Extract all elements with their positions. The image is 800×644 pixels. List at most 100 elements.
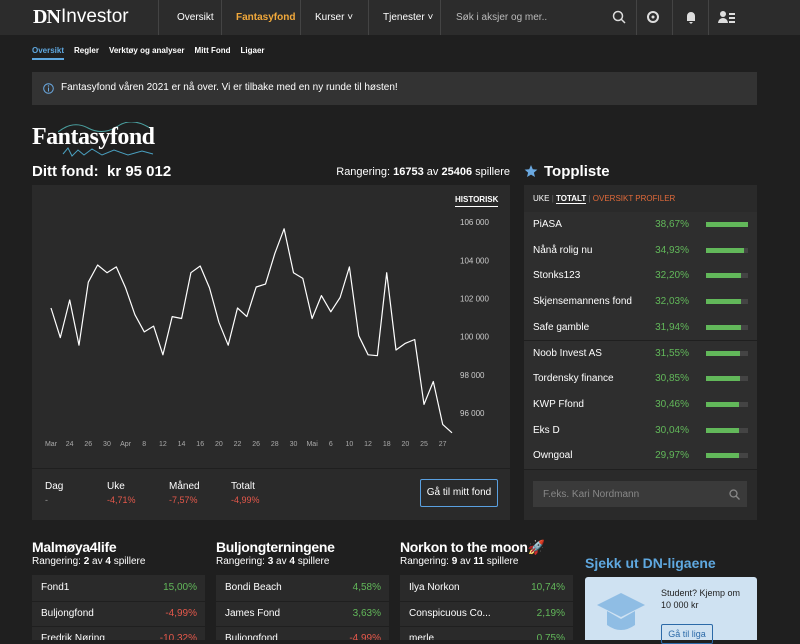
player-value: 30,85%	[655, 373, 689, 385]
player-value: 32,20%	[655, 270, 689, 282]
rank-label: Rangering:	[336, 166, 391, 178]
y-tick-label: 106 000	[460, 218, 489, 227]
league-row[interactable]: Buljongfond -4,99%	[216, 626, 389, 640]
sub-nav-item[interactable]: Mitt Fond	[194, 46, 231, 55]
rank-part: av	[460, 556, 471, 567]
league-ranking: Rangering: 3 av 4 spillere	[216, 556, 329, 567]
league-row[interactable]: Ilya Norkon 10,74%	[400, 575, 573, 602]
bar	[706, 350, 741, 356]
member-name: Bondi Beach	[225, 582, 282, 593]
promo-button[interactable]: Gå til liga	[661, 624, 713, 644]
toplist-row[interactable]: PiASA 38,67%	[524, 212, 757, 239]
sub-nav-item[interactable]: Regler	[74, 46, 99, 55]
x-tick-label: 30	[290, 441, 298, 448]
stat-label: Måned	[169, 481, 200, 492]
member-value: 4,58%	[352, 582, 381, 593]
toplist-row[interactable]: Owngoal 29,97%	[524, 443, 757, 470]
refresh-icon[interactable]	[646, 10, 660, 24]
player-search[interactable]: F.eks. Kari Nordmann	[533, 481, 747, 507]
brand-decoration	[58, 122, 154, 157]
profile-icon[interactable]	[718, 10, 736, 24]
toplist-row[interactable]: Safe gamble 31,94%	[524, 314, 757, 342]
notice-text: Fantasyfond våren 2021 er nå over. Vi er…	[61, 82, 398, 93]
fund-button[interactable]: Gå til mitt fond	[420, 479, 498, 507]
league-table: Bondi Beach 4,58% James Fond 3,63% Buljongfo…	[216, 575, 389, 640]
sub-nav-item[interactable]: Ligaer	[240, 46, 265, 55]
member-name: Buljongfond	[225, 633, 278, 640]
league-title: Buljongterningene	[216, 539, 335, 555]
search-input[interactable]: Søk i aksjer og mer..	[456, 12, 548, 23]
league-row[interactable]: Fredrik Nøring -10,32%	[32, 626, 205, 640]
league-ranking: Rangering: 2 av 4 spillere	[32, 556, 145, 567]
player-value: 31,94%	[655, 321, 689, 333]
tab[interactable]: UKE	[533, 194, 550, 203]
logo[interactable]: Investor	[61, 6, 129, 27]
member-name: Conspicuous Co...	[409, 607, 491, 619]
member-name: Fond1	[41, 582, 70, 593]
toplist-panel: UKE | TOTALT | OVERSIKT PROFILER F.eks. …	[524, 185, 757, 520]
player-value: 29,97%	[655, 450, 689, 462]
x-tick-label: 8	[142, 441, 146, 448]
x-tick-label: 14	[178, 441, 186, 448]
sub-nav-item[interactable]: Verktøy og analyser	[108, 46, 185, 55]
toplist-row[interactable]: Nånå rolig nu 34,93%	[524, 237, 757, 265]
league-row[interactable]: Conspicuous Co... 2,19%	[400, 601, 573, 627]
league-row[interactable]: Bondi Beach 4,58%	[216, 575, 389, 602]
member-value: -4,99%	[165, 607, 197, 619]
rank-suffix: spillere	[475, 166, 510, 178]
nav-item[interactable]: Fantasyfond	[236, 12, 296, 23]
fund-heading: Ditt fond: kr 95 012	[32, 163, 171, 180]
y-tick-label: 100 000	[460, 333, 489, 342]
toplist-row[interactable]: Stonks123 32,20%	[524, 263, 757, 291]
rank-part: spillere	[297, 556, 330, 567]
x-tick-label: 26	[84, 441, 92, 448]
member-name: merle	[409, 633, 435, 640]
rank-part: 4	[289, 556, 295, 567]
toplist-row[interactable]: Tordensky finance 30,85%	[524, 366, 757, 393]
bar	[706, 376, 740, 382]
toplist-row[interactable]: Noob Invest AS 31,55%	[524, 340, 757, 368]
toplist-row[interactable]: Skjensemannens fond 32,03%	[524, 289, 757, 316]
divider	[32, 468, 510, 469]
search-icon[interactable]	[612, 10, 626, 24]
star-icon	[524, 165, 538, 177]
rank-of: av	[426, 166, 439, 178]
nav-item[interactable]: Oversikt	[177, 12, 214, 23]
bar	[706, 222, 748, 227]
league-row[interactable]: Buljongfond -4,99%	[32, 601, 205, 627]
search-icon[interactable]	[729, 489, 740, 500]
league-row[interactable]: Fond1 15,00%	[32, 575, 205, 602]
logo[interactable]: DN	[33, 6, 61, 28]
x-tick-label: 20	[215, 441, 223, 448]
rank-part: Rangering:	[32, 556, 81, 567]
sub-nav-item[interactable]: Oversikt	[32, 46, 65, 60]
league-title: Malmøya4life	[32, 539, 117, 555]
y-tick-label: 102 000	[460, 295, 489, 304]
nav-item[interactable]: Kurser ˅	[315, 12, 354, 23]
x-tick-label: 22	[234, 441, 242, 448]
member-value: 2,19%	[536, 607, 565, 619]
league-row[interactable]: James Fond 3,63%	[216, 601, 389, 627]
toplist-row[interactable]: Eks D 30,04%	[524, 417, 757, 445]
rank-part: Rangering:	[216, 556, 265, 567]
player-name: Safe gamble	[533, 321, 590, 333]
rank-total: 25406	[441, 166, 473, 178]
chart-tab[interactable]: HISTORISK	[455, 195, 499, 207]
x-tick-label: 30	[103, 441, 111, 448]
rank-part: 2	[83, 556, 90, 567]
tab[interactable]: TOTALT	[556, 194, 587, 204]
bar	[706, 247, 744, 253]
member-value: 10,74%	[531, 582, 565, 593]
tab[interactable]: OVERSIKT PROFILER	[592, 194, 676, 203]
player-name: Noob Invest AS	[533, 347, 602, 359]
toplist-row[interactable]: KWP Ffond 30,46%	[524, 391, 757, 419]
league-row[interactable]: merle 0,75%	[400, 626, 573, 640]
x-tick-label: Apr	[120, 441, 132, 448]
rank-part: 4	[105, 556, 111, 567]
search-placeholder: F.eks. Kari Nordmann	[543, 489, 640, 500]
nav-item[interactable]: Tjenester ˅	[383, 12, 434, 23]
x-tick-label: 24	[66, 441, 74, 448]
bell-icon[interactable]	[684, 10, 698, 24]
rank-part: 11	[473, 556, 484, 567]
